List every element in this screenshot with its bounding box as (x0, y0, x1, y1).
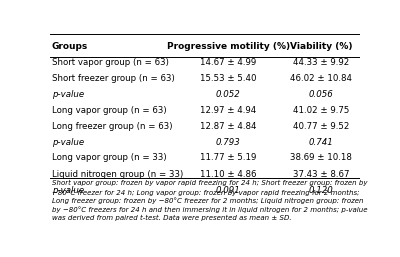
Text: 0.052: 0.052 (216, 90, 241, 99)
Text: Viability (%): Viability (%) (290, 42, 352, 51)
Text: 12.87 ± 4.84: 12.87 ± 4.84 (200, 122, 256, 131)
Text: 38.69 ± 10.18: 38.69 ± 10.18 (290, 153, 352, 162)
Text: 0.056: 0.056 (309, 90, 334, 99)
Text: 40.77 ± 9.52: 40.77 ± 9.52 (293, 122, 350, 131)
Text: 46.02 ± 10.84: 46.02 ± 10.84 (290, 74, 352, 83)
Text: Long vapor group (n = 63): Long vapor group (n = 63) (52, 106, 166, 115)
Text: 14.67 ± 4.99: 14.67 ± 4.99 (200, 58, 256, 67)
Text: Progressive motility (%): Progressive motility (%) (167, 42, 290, 51)
Text: Liquid nitrogen group (n = 33): Liquid nitrogen group (n = 33) (52, 170, 183, 179)
Text: 44.33 ± 9.92: 44.33 ± 9.92 (293, 58, 349, 67)
Text: 0.741: 0.741 (309, 138, 334, 147)
Text: Groups: Groups (52, 42, 88, 51)
Text: Short vapor group: frozen by vapor rapid freezing for 24 h; Short freezer group:: Short vapor group: frozen by vapor rapid… (52, 180, 367, 186)
Text: 0.091: 0.091 (216, 186, 241, 195)
Text: 11.10 ± 4.86: 11.10 ± 4.86 (200, 170, 256, 179)
Text: Long freezer group: frozen by −80°C freezer for 2 months; Liquid nitrogen group:: Long freezer group: frozen by −80°C free… (52, 198, 363, 204)
Text: Short vapor group (n = 63): Short vapor group (n = 63) (52, 58, 168, 67)
Text: −80°C freezer for 24 h; Long vapor group: frozen by vapor rapid freezing for 2 m: −80°C freezer for 24 h; Long vapor group… (52, 189, 359, 196)
Text: p-value: p-value (52, 138, 84, 147)
Text: 15.53 ± 5.40: 15.53 ± 5.40 (200, 74, 256, 83)
Text: 0.120: 0.120 (309, 186, 334, 195)
Text: 11.77 ± 5.19: 11.77 ± 5.19 (200, 153, 256, 162)
Text: 37.43 ± 8.67: 37.43 ± 8.67 (293, 170, 350, 179)
Text: 0.793: 0.793 (216, 138, 241, 147)
Text: Long freezer group (n = 63): Long freezer group (n = 63) (52, 122, 172, 131)
Text: p-value: p-value (52, 186, 84, 195)
Text: Long vapor group (n = 33): Long vapor group (n = 33) (52, 153, 166, 162)
Text: p-value: p-value (52, 90, 84, 99)
Text: by −80°C freezers for 24 h and then immersing it in liquid nitrogen for 2 months: by −80°C freezers for 24 h and then imme… (52, 206, 367, 213)
Text: Short freezer group (n = 63): Short freezer group (n = 63) (52, 74, 174, 83)
Text: was derived from paired t-test. Data were presented as mean ± SD.: was derived from paired t-test. Data wer… (52, 215, 291, 221)
Text: 12.97 ± 4.94: 12.97 ± 4.94 (200, 106, 256, 115)
Text: 41.02 ± 9.75: 41.02 ± 9.75 (293, 106, 350, 115)
